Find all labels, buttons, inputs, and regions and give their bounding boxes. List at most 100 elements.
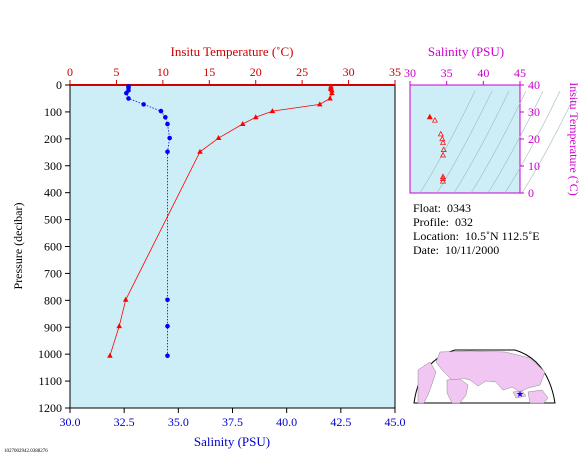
temperature-point — [116, 323, 123, 329]
pressure-tick-label: 1000 — [38, 347, 62, 361]
ts-salinity-tick-label: 40 — [477, 66, 489, 80]
temperature-point — [239, 121, 246, 127]
density-contour — [453, 90, 510, 194]
density-contour — [470, 90, 527, 194]
ts-point — [437, 130, 444, 137]
temperature-point — [197, 148, 203, 154]
ts-point — [440, 178, 446, 184]
ts-density-contours — [419, 90, 578, 194]
pressure-tick-label: 1200 — [38, 401, 62, 415]
info-location: Location: 10.5˚N 112.5˚E — [413, 229, 540, 244]
profile-chart: 0 5 10 15 20 25 30 35 30.0 32.5 35.0 37.5 40.0 42.5 4… — [11, 44, 406, 449]
temperature-tick-label: 35 — [389, 65, 401, 79]
salinity-point — [158, 108, 164, 114]
ts-temperature-tick-label: 20 — [528, 132, 540, 146]
temperature-tick-label: 0 — [67, 65, 73, 79]
density-contour — [521, 90, 578, 194]
info-date: Date: 10/11/2000 — [413, 243, 499, 258]
salinity-point — [165, 121, 170, 127]
ts-plot-area — [409, 84, 521, 194]
salinity-point — [165, 323, 170, 329]
temperature-tick-label: 20 — [250, 65, 262, 79]
salinity-tick-label: 42.5 — [330, 415, 351, 429]
temperature-point — [269, 108, 276, 114]
info-float: Float: 0343 — [413, 201, 471, 216]
pressure-tick-label: 500 — [44, 213, 62, 227]
salinity-point — [124, 90, 129, 96]
ts-temperature-tick-label: 10 — [528, 159, 540, 173]
pressure-axis: 0 100 200 300 400 500 600 700 800 900 1000 1100 1200 — [38, 78, 70, 415]
pressure-tick-label: 400 — [44, 186, 62, 200]
map-land-americas — [417, 361, 437, 404]
temperature-tick-label: 15 — [203, 65, 215, 79]
map-land-africa — [446, 378, 469, 404]
salinity-point — [141, 102, 146, 107]
temperature-point — [329, 87, 335, 93]
info-location-label: Location: — [413, 229, 459, 243]
pressure-tick-label: 300 — [44, 159, 62, 173]
ts-temperature-axis: 0 10 20 30 40 — [520, 78, 540, 200]
ts-point — [431, 117, 438, 123]
density-contour — [436, 90, 493, 194]
ts-salinity-axis: 30 35 40 45 — [404, 66, 526, 85]
pressure-tick-label: 0 — [56, 78, 62, 92]
temperature-point — [327, 95, 333, 101]
temperature-point — [329, 90, 335, 96]
pressure-tick-label: 1100 — [38, 374, 62, 388]
info-profile-label: Profile: — [413, 215, 449, 229]
salinity-axis-title: Salinity (PSU) — [194, 434, 270, 449]
ts-temperature-tick-label: 0 — [528, 186, 534, 200]
ts-salinity-axis-title: Salinity (PSU) — [428, 44, 504, 59]
salinity-point — [165, 149, 170, 155]
ts-point — [440, 175, 446, 181]
info-date-value: 10/11/2000 — [445, 243, 500, 257]
salinity-tick-label: 35.0 — [168, 415, 189, 429]
temperature-point — [215, 135, 222, 141]
ts-temperature-tick-label: 30 — [528, 105, 540, 119]
temperature-point — [316, 101, 323, 107]
temperature-point — [122, 296, 129, 302]
salinity-axis: 30.0 32.5 35.0 37.5 40.0 42.5 45.0 — [60, 408, 406, 429]
salinity-tick-label: 32.5 — [114, 415, 135, 429]
map-land-australia — [527, 389, 549, 404]
salinity-tick-label: 37.5 — [222, 415, 243, 429]
density-contour — [419, 90, 476, 194]
salinity-point — [126, 96, 131, 101]
float-location-marker: ★ — [516, 389, 524, 399]
temperature-tick-label: 25 — [296, 65, 308, 79]
pressure-tick-label: 100 — [44, 105, 62, 119]
profile-series — [107, 83, 335, 359]
map-land-maritime — [512, 390, 527, 399]
temperature-tick-label: 30 — [343, 65, 355, 79]
temperature-axis-title: Insitu Temperature (˚C) — [170, 44, 293, 59]
pressure-tick-label: 700 — [44, 266, 62, 280]
info-profile: Profile: 032 — [413, 215, 473, 230]
salinity-point — [167, 135, 172, 141]
temperature-tick-label: 5 — [113, 65, 119, 79]
salinity-tick-label: 40.0 — [276, 415, 297, 429]
ts-point — [440, 151, 446, 158]
pressure-tick-label: 200 — [44, 132, 62, 146]
ts-salinity-tick-label: 35 — [441, 66, 453, 80]
map-land-eurasia — [435, 350, 546, 393]
density-contour — [504, 90, 561, 194]
ts-temperature-tick-label: 40 — [528, 78, 540, 92]
ts-point — [426, 113, 433, 120]
pressure-tick-label: 900 — [44, 320, 62, 334]
temperature-point — [107, 352, 113, 358]
temperature-axis: 0 5 10 15 20 25 30 35 — [67, 65, 401, 85]
footer-id: 1027002942.0388276 — [4, 449, 48, 454]
info-profile-value: 032 — [455, 215, 473, 229]
ts-salinity-tick-label: 30 — [404, 66, 416, 80]
salinity-point — [165, 353, 170, 359]
density-contour — [487, 90, 544, 194]
ts-point — [440, 146, 447, 152]
ts-salinity-tick-label: 45 — [514, 66, 526, 80]
salinity-tick-label: 30.0 — [60, 415, 81, 429]
pressure-tick-label: 800 — [44, 293, 62, 307]
profile-plot-area — [69, 84, 396, 409]
salinity-tick-label: 45.0 — [385, 415, 406, 429]
info-float-value: 0343 — [447, 201, 472, 215]
info-float-label: Float: — [413, 201, 442, 215]
